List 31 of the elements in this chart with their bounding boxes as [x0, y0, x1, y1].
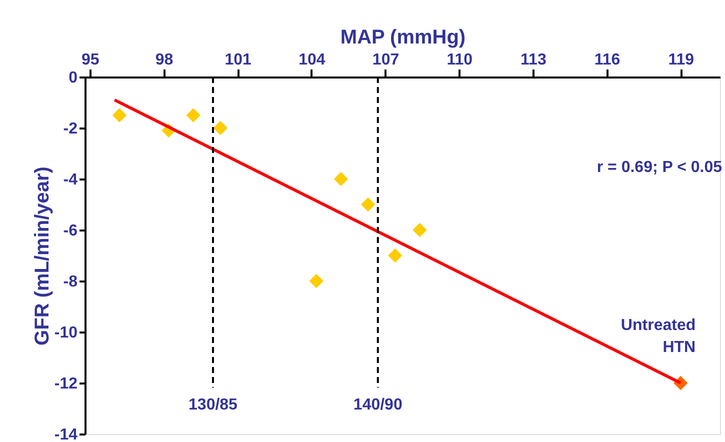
point — [388, 248, 402, 263]
point — [213, 120, 228, 136]
x-tick-label: 101 — [224, 52, 252, 68]
annotation: 130/85 — [188, 396, 238, 414]
annotation: r = 0.69; P < 0.05 — [596, 159, 722, 176]
y-tick-label: -6 — [63, 222, 78, 240]
point — [112, 108, 127, 122]
y-tick-label: -10 — [54, 324, 78, 342]
point — [309, 274, 324, 288]
x-tick-label: 98 — [155, 52, 174, 68]
y-tick-label: -4 — [63, 172, 78, 188]
x-tick-label: 110 — [446, 52, 473, 68]
annotation: 140/90 — [353, 396, 402, 414]
point — [360, 197, 376, 212]
x-tick-label: 113 — [520, 52, 546, 68]
annotation: Untreated HTN — [620, 317, 696, 356]
x-axis-title: MAP (mmHg) — [340, 26, 466, 48]
y-tick-label: -8 — [63, 274, 78, 290]
y-axis-title: GFR (mL/min/year) — [31, 166, 54, 346]
point — [334, 172, 348, 186]
y-tick-label: 0 — [68, 70, 78, 86]
y-tick-label: -12 — [54, 376, 78, 392]
x-tick-label: 107 — [372, 52, 400, 68]
point — [186, 108, 200, 122]
point — [412, 222, 427, 238]
x-tick-label: 104 — [298, 52, 326, 68]
x-tick-label: 116 — [594, 52, 620, 68]
x-tick-label: 95 — [82, 52, 100, 68]
x-tick-label: 119 — [668, 52, 694, 68]
y-tick-label: -14 — [54, 426, 78, 442]
y-tick-label: -2 — [63, 120, 78, 138]
